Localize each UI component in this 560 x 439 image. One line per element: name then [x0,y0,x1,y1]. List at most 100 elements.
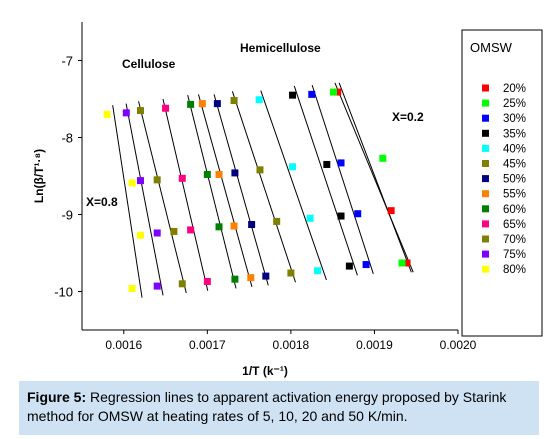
x08-annotation: X=0.8 [86,195,118,209]
figure-caption: Figure 5: Regression lines to apparent a… [19,381,539,435]
caption-text: Regression lines to apparent activation … [27,389,507,424]
data-point [247,274,255,282]
legend-entry: 40% [503,143,526,155]
data-point [289,91,297,99]
legend: OMSW 20% 25% 30% 35% 40% 45% 50% 55% 60% 65% 70% 75… [461,29,543,337]
legend-marker [482,235,489,243]
data-point [314,267,322,275]
regression-line [231,91,296,283]
y-tick-label: -9 [61,208,73,223]
data-point [128,284,136,292]
legend-entry: 50% [503,174,526,186]
legend-marker [482,114,489,122]
data-point [289,163,297,171]
legend-items: 20% 25% 30% 35% 40% 45% 50% 55% 60% 65% 70% 75% 80% [482,83,526,276]
regression-line [334,82,414,273]
data-point [187,100,195,108]
legend-entry: 35% [503,128,526,140]
x-tick-label: 0.0018 [273,338,310,352]
caption-label: Figure 5: [27,389,87,405]
data-point [203,277,211,285]
data-point [162,104,170,112]
data-point [103,110,111,118]
data-point [337,212,345,220]
cellulose-annotation: Cellulose [122,57,176,71]
data-point [255,96,263,104]
data-point [273,217,281,225]
data-point [203,170,211,178]
legend-marker [482,84,489,92]
legend-marker [482,205,489,213]
data-points [103,88,411,292]
legend-entry: 45% [503,159,526,171]
legend-marker [482,99,489,107]
hemicellulose-annotation: Hemicellulose [240,41,321,55]
y-tick-label: -8 [61,131,73,146]
tick-layer: 0.0016 0.0017 0.0018 0.0019 0.0020 -7 -8 -9 -10 [54,54,476,353]
data-point [387,207,395,215]
legend-entry: 70% [503,234,526,246]
data-point [330,88,338,96]
legend-entry: 80% [503,264,526,276]
data-point [198,100,206,108]
y-tick-label: -7 [61,54,73,69]
legend-box [461,29,543,337]
plot-area: 0.0016 0.0017 0.0018 0.0019 0.0020 -7 -8 -9 -10 [54,22,477,353]
data-point [398,259,406,267]
legend-marker [482,250,489,258]
x-tick-label: 0.0017 [189,338,226,352]
data-point [362,261,370,269]
data-point [136,177,144,185]
legend-entry: 25% [503,98,526,110]
data-point [256,166,264,174]
x-tick-label: 0.0016 [105,338,142,352]
regression-line [112,105,143,298]
data-point [122,109,130,117]
regression-line [293,85,358,276]
regression-line [125,103,164,296]
legend-marker [482,190,489,198]
legend-entry: 55% [503,189,526,201]
data-point [306,214,314,222]
legend-entry: 20% [503,83,526,95]
data-point [187,226,195,234]
data-point [379,154,387,162]
data-point [153,282,161,290]
legend-marker [482,160,489,167]
regression-line [162,98,209,291]
data-point [215,223,223,231]
data-point [345,262,353,270]
legend-marker [482,220,489,228]
data-point [153,176,161,184]
legend-entry: 60% [503,204,526,216]
regression-lines [112,82,414,298]
data-point [403,259,411,267]
data-point [354,210,362,218]
regression-line [138,101,187,294]
data-point [170,227,178,235]
data-point [262,272,270,280]
data-point [334,88,342,96]
legend-marker [482,144,489,152]
data-point [153,229,161,237]
legend-marker [482,175,489,183]
data-point [178,174,186,182]
data-point [136,231,144,239]
y-axis-label: Ln(β/T¹·⁸) [32,149,46,203]
legend-marker [482,129,489,137]
regression-line [213,94,269,286]
data-point [136,107,144,115]
data-point [323,160,331,168]
x-tick-label: 0.0019 [356,338,393,352]
data-point [308,90,316,98]
data-point [248,221,256,229]
data-point [337,159,345,167]
data-point [215,170,223,178]
data-point [213,100,221,108]
data-point [230,222,238,230]
x-axis-label: 1/T (k⁻¹) [242,364,288,378]
legend-title: OMSW [470,40,513,55]
regression-line [197,94,253,288]
legend-entry: 30% [503,113,526,125]
regression-line [311,84,374,274]
